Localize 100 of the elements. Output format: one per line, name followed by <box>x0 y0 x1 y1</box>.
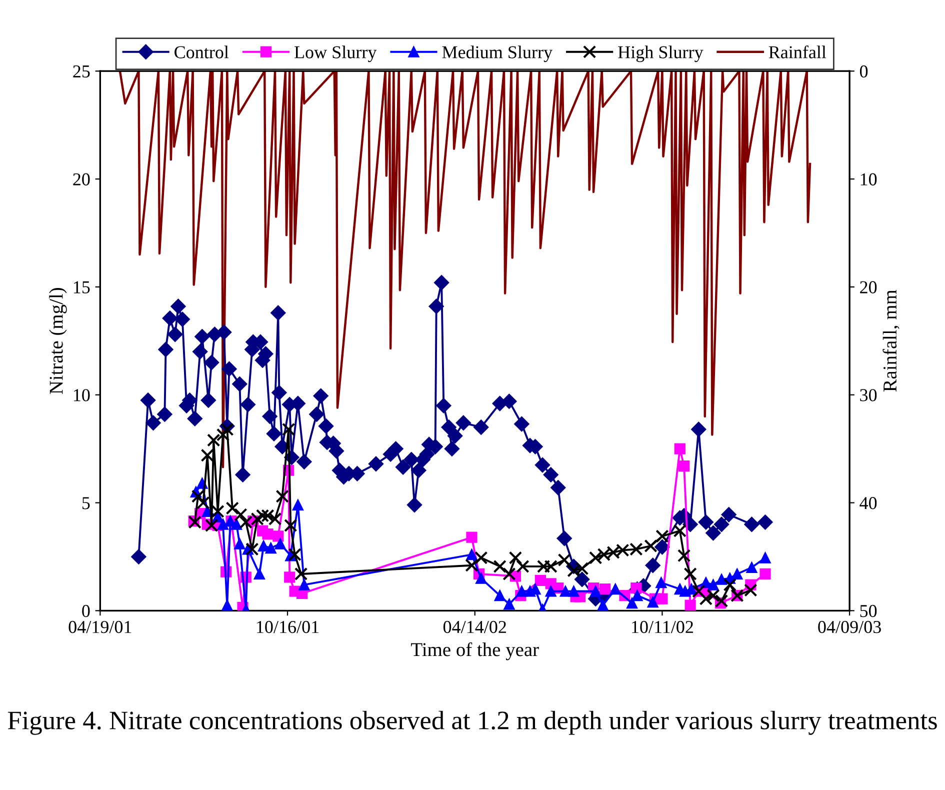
point <box>220 422 234 436</box>
point <box>723 578 736 592</box>
point <box>502 567 516 581</box>
point <box>204 518 218 532</box>
x-tick-label: 04/14/02 <box>443 620 506 634</box>
point <box>211 504 224 518</box>
x-tick-label: 10/11/02 <box>632 620 693 634</box>
point <box>254 568 265 580</box>
point <box>504 598 515 610</box>
point <box>294 567 308 581</box>
point <box>191 490 205 503</box>
point <box>656 530 669 543</box>
y2-tick-label: 40 <box>860 497 877 510</box>
point <box>516 560 530 574</box>
point <box>684 567 697 581</box>
point <box>760 568 771 580</box>
point <box>466 549 478 560</box>
y2-tick-label: 20 <box>860 281 877 294</box>
legend-label: High Slurry <box>618 46 704 62</box>
point <box>677 549 691 562</box>
y2-tick-label: 0 <box>860 65 868 78</box>
point <box>599 584 611 595</box>
point <box>288 548 302 562</box>
y-tick-label: 5 <box>82 497 90 510</box>
y-tick-label: 15 <box>74 281 90 294</box>
point <box>678 460 690 472</box>
point <box>494 590 506 602</box>
y-tick-label: 20 <box>73 173 90 186</box>
point <box>200 448 214 462</box>
point <box>216 428 230 442</box>
caption: Figure 4. Nitrate concentrations observed at 1.2 m depth under various slurry treatments <box>8 710 937 735</box>
point <box>699 592 713 606</box>
point <box>474 551 488 564</box>
legend-label: Control <box>174 46 229 58</box>
point <box>476 572 487 584</box>
point <box>262 528 274 540</box>
point <box>560 586 571 597</box>
y-tick-label: 10 <box>74 389 90 402</box>
point <box>196 496 210 510</box>
legend-label: Medium Slurry <box>442 46 552 62</box>
point <box>276 490 289 503</box>
point <box>626 598 638 609</box>
point <box>508 551 522 564</box>
point <box>217 518 229 530</box>
y2-tick-label: 50 <box>860 604 877 618</box>
point <box>258 540 270 552</box>
point <box>656 577 667 588</box>
point <box>545 586 556 597</box>
x-tick-label: 04/19/01 <box>68 620 132 634</box>
point <box>246 542 259 556</box>
point <box>298 579 310 590</box>
legend-label: Low Slurry <box>294 46 377 62</box>
y2-tick-label: 30 <box>860 389 877 402</box>
point <box>630 582 642 594</box>
point <box>558 553 571 567</box>
x-axis-title: Time of the year <box>411 642 539 660</box>
point <box>465 558 478 572</box>
y-tick-label: 0 <box>82 604 90 618</box>
point <box>226 502 239 515</box>
point <box>588 551 602 564</box>
point <box>714 594 728 608</box>
point <box>230 518 242 530</box>
point <box>222 600 233 611</box>
x-tick-label: 04/09/03 <box>818 620 881 634</box>
point <box>284 572 296 583</box>
point <box>708 579 719 590</box>
point <box>590 586 602 597</box>
point <box>673 524 687 538</box>
line-series <box>118 71 812 468</box>
point <box>265 542 276 554</box>
x-tick-label: 10/16/01 <box>257 620 319 634</box>
point <box>274 538 286 550</box>
point <box>644 539 658 553</box>
point <box>292 499 304 510</box>
point <box>632 590 643 602</box>
point <box>516 586 528 597</box>
point <box>466 532 478 543</box>
point <box>674 443 686 454</box>
y2-axis-title: Rainfall, mm <box>882 290 900 392</box>
y-tick-label: 25 <box>73 65 90 78</box>
point <box>746 562 758 574</box>
point <box>597 600 608 611</box>
point <box>760 552 771 564</box>
point <box>706 588 720 602</box>
legend-label: Rainfall <box>768 45 826 58</box>
point <box>568 586 580 597</box>
point <box>744 584 758 597</box>
point <box>732 568 743 580</box>
point <box>493 560 506 574</box>
point <box>534 574 546 586</box>
point <box>207 434 220 447</box>
point <box>282 422 296 436</box>
point <box>656 593 668 604</box>
point <box>716 574 728 585</box>
point <box>284 518 298 532</box>
point <box>272 530 284 542</box>
point <box>234 538 246 550</box>
y-axis-title: Nitrate (mg/l) <box>49 288 67 394</box>
point <box>234 508 248 522</box>
point <box>684 600 696 611</box>
